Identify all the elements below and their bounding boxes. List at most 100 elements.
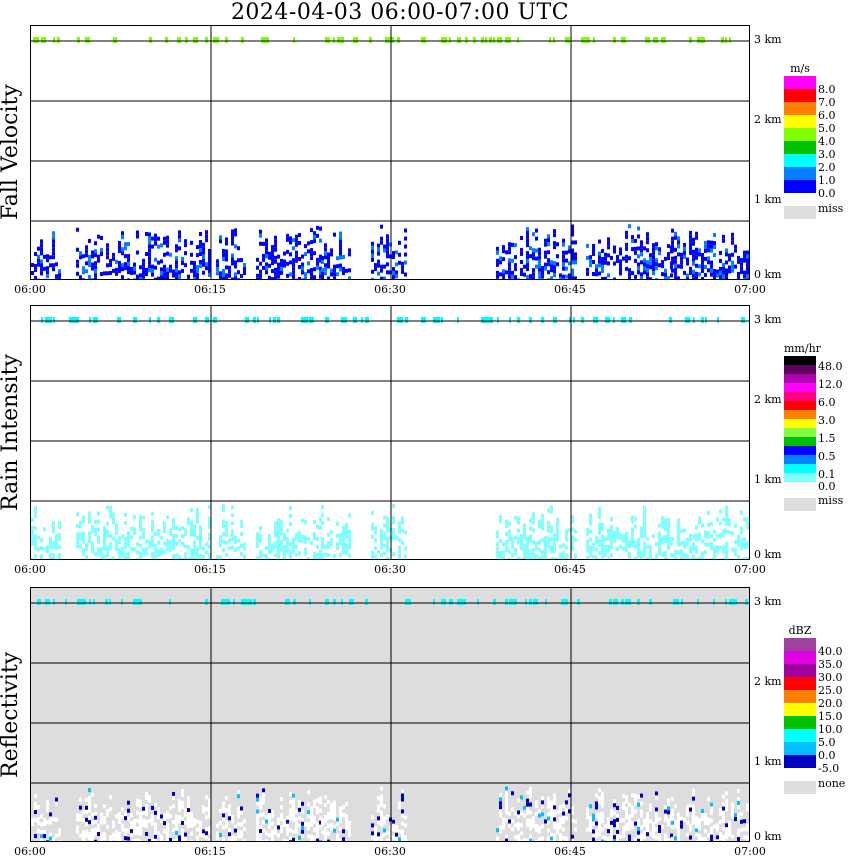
echo-cell <box>271 269 274 274</box>
echo-cell <box>76 544 79 549</box>
echo-cell <box>151 817 154 822</box>
echo-cell <box>664 539 667 544</box>
echo-cell <box>517 826 520 831</box>
echo-cell <box>166 822 169 827</box>
echo-cell <box>31 533 34 538</box>
echo-cell <box>240 551 243 556</box>
echo-cell <box>719 521 722 526</box>
echo-cell <box>154 802 157 807</box>
echo-band-cell <box>77 599 81 605</box>
echo-cell <box>607 532 610 537</box>
echo-cell <box>310 272 313 277</box>
echo-cell <box>225 265 228 270</box>
echo-cell <box>640 793 643 798</box>
echo-cell <box>100 555 103 559</box>
echo-cell <box>526 798 529 803</box>
echo-cell <box>499 539 502 544</box>
echo-cell <box>386 830 389 835</box>
colorbar-swatch <box>784 716 816 729</box>
echo-cell <box>163 264 166 269</box>
echo-cell <box>97 827 100 832</box>
echo-cell <box>103 546 106 551</box>
echo-cell <box>386 516 389 521</box>
echo-cell <box>199 537 202 542</box>
echo-cell <box>547 816 550 821</box>
echo-cell <box>124 262 127 267</box>
echo-cell <box>88 800 91 805</box>
echo-cell <box>175 244 178 249</box>
echo-cell <box>550 276 553 279</box>
echo-band-cell <box>45 599 50 605</box>
echo-cell <box>34 542 37 547</box>
echo-cell <box>157 244 160 249</box>
echo-cell <box>661 540 664 545</box>
echo-cell <box>725 509 728 514</box>
echo-cell <box>88 238 91 243</box>
echo-cell <box>321 537 324 542</box>
echo-band-cell <box>337 37 341 43</box>
echo-cell <box>710 558 713 559</box>
echo-cell <box>692 257 695 262</box>
echo-band-cell <box>401 317 403 323</box>
colorbar-miss-swatch <box>784 781 816 794</box>
echo-cell <box>184 251 187 256</box>
echo-cell <box>683 540 686 545</box>
echo-cell <box>511 274 514 279</box>
echo-cell <box>289 240 292 245</box>
echo-cell <box>553 233 556 238</box>
echo-cell <box>674 820 677 825</box>
echo-cell <box>604 252 607 257</box>
echo-cell <box>268 813 271 818</box>
echo-cell <box>46 266 49 271</box>
echo-cell <box>667 529 670 534</box>
echo-cell <box>538 255 541 260</box>
echo-cell <box>109 510 112 515</box>
echo-cell <box>190 552 193 557</box>
echo-cell <box>151 821 154 826</box>
echo-band-cell <box>33 37 37 43</box>
echo-cell <box>259 813 262 818</box>
echo-cell <box>553 813 556 818</box>
echo-cell <box>115 522 118 527</box>
echo-band-cell <box>625 599 630 605</box>
echo-cell <box>667 822 670 827</box>
echo-cell <box>707 530 710 535</box>
echo-cell <box>689 827 692 832</box>
echo-cell <box>743 557 746 559</box>
echo-cell <box>683 556 686 559</box>
echo-cell <box>637 794 640 799</box>
echo-cell <box>82 254 85 259</box>
echo-cell <box>689 557 692 559</box>
echo-cell <box>34 554 37 559</box>
echo-cell <box>661 260 664 265</box>
echo-cell <box>377 247 380 252</box>
echo-cell <box>677 550 680 555</box>
echo-cell <box>680 260 683 265</box>
echo-cell <box>142 262 145 267</box>
echo-cell <box>565 840 568 841</box>
colorbar-miss-swatch <box>784 206 816 219</box>
echo-cell <box>127 551 130 556</box>
echo-cell <box>571 810 574 815</box>
echo-cell <box>169 528 172 533</box>
echo-cell <box>511 270 514 275</box>
echo-cell <box>559 556 562 559</box>
echo-cell <box>655 262 658 267</box>
echo-band-cell <box>157 317 160 323</box>
echo-cell <box>698 826 701 831</box>
echo-cell <box>345 818 348 823</box>
echo-cell <box>228 538 231 543</box>
echo-cell <box>106 243 109 248</box>
echo-band-cell <box>701 37 705 43</box>
echo-cell <box>556 533 559 538</box>
echo-cell <box>184 532 187 537</box>
echo-cell <box>319 238 322 243</box>
echo-cell <box>383 523 386 528</box>
echo-cell <box>565 258 568 263</box>
echo-cell <box>321 275 324 279</box>
echo-cell <box>280 266 283 271</box>
echo-cell <box>595 793 598 798</box>
echo-cell <box>505 523 508 528</box>
echo-cell <box>193 544 196 549</box>
echo-cell <box>196 515 199 520</box>
